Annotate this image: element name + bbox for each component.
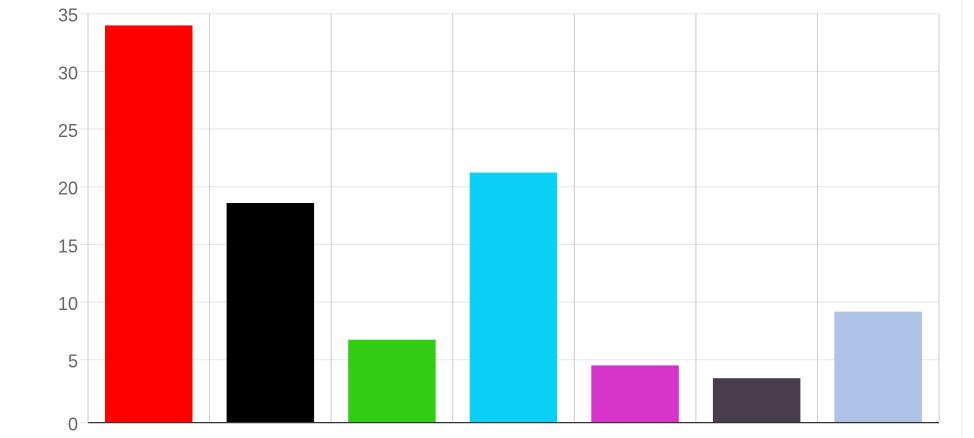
svg-text:30: 30 bbox=[58, 63, 78, 83]
svg-text:0: 0 bbox=[68, 415, 78, 435]
svg-text:15: 15 bbox=[58, 236, 78, 256]
svg-text:25: 25 bbox=[58, 121, 78, 141]
svg-text:5: 5 bbox=[68, 352, 78, 372]
svg-text:20: 20 bbox=[58, 179, 78, 199]
svg-text:10: 10 bbox=[58, 294, 78, 314]
svg-text:35: 35 bbox=[58, 6, 78, 26]
